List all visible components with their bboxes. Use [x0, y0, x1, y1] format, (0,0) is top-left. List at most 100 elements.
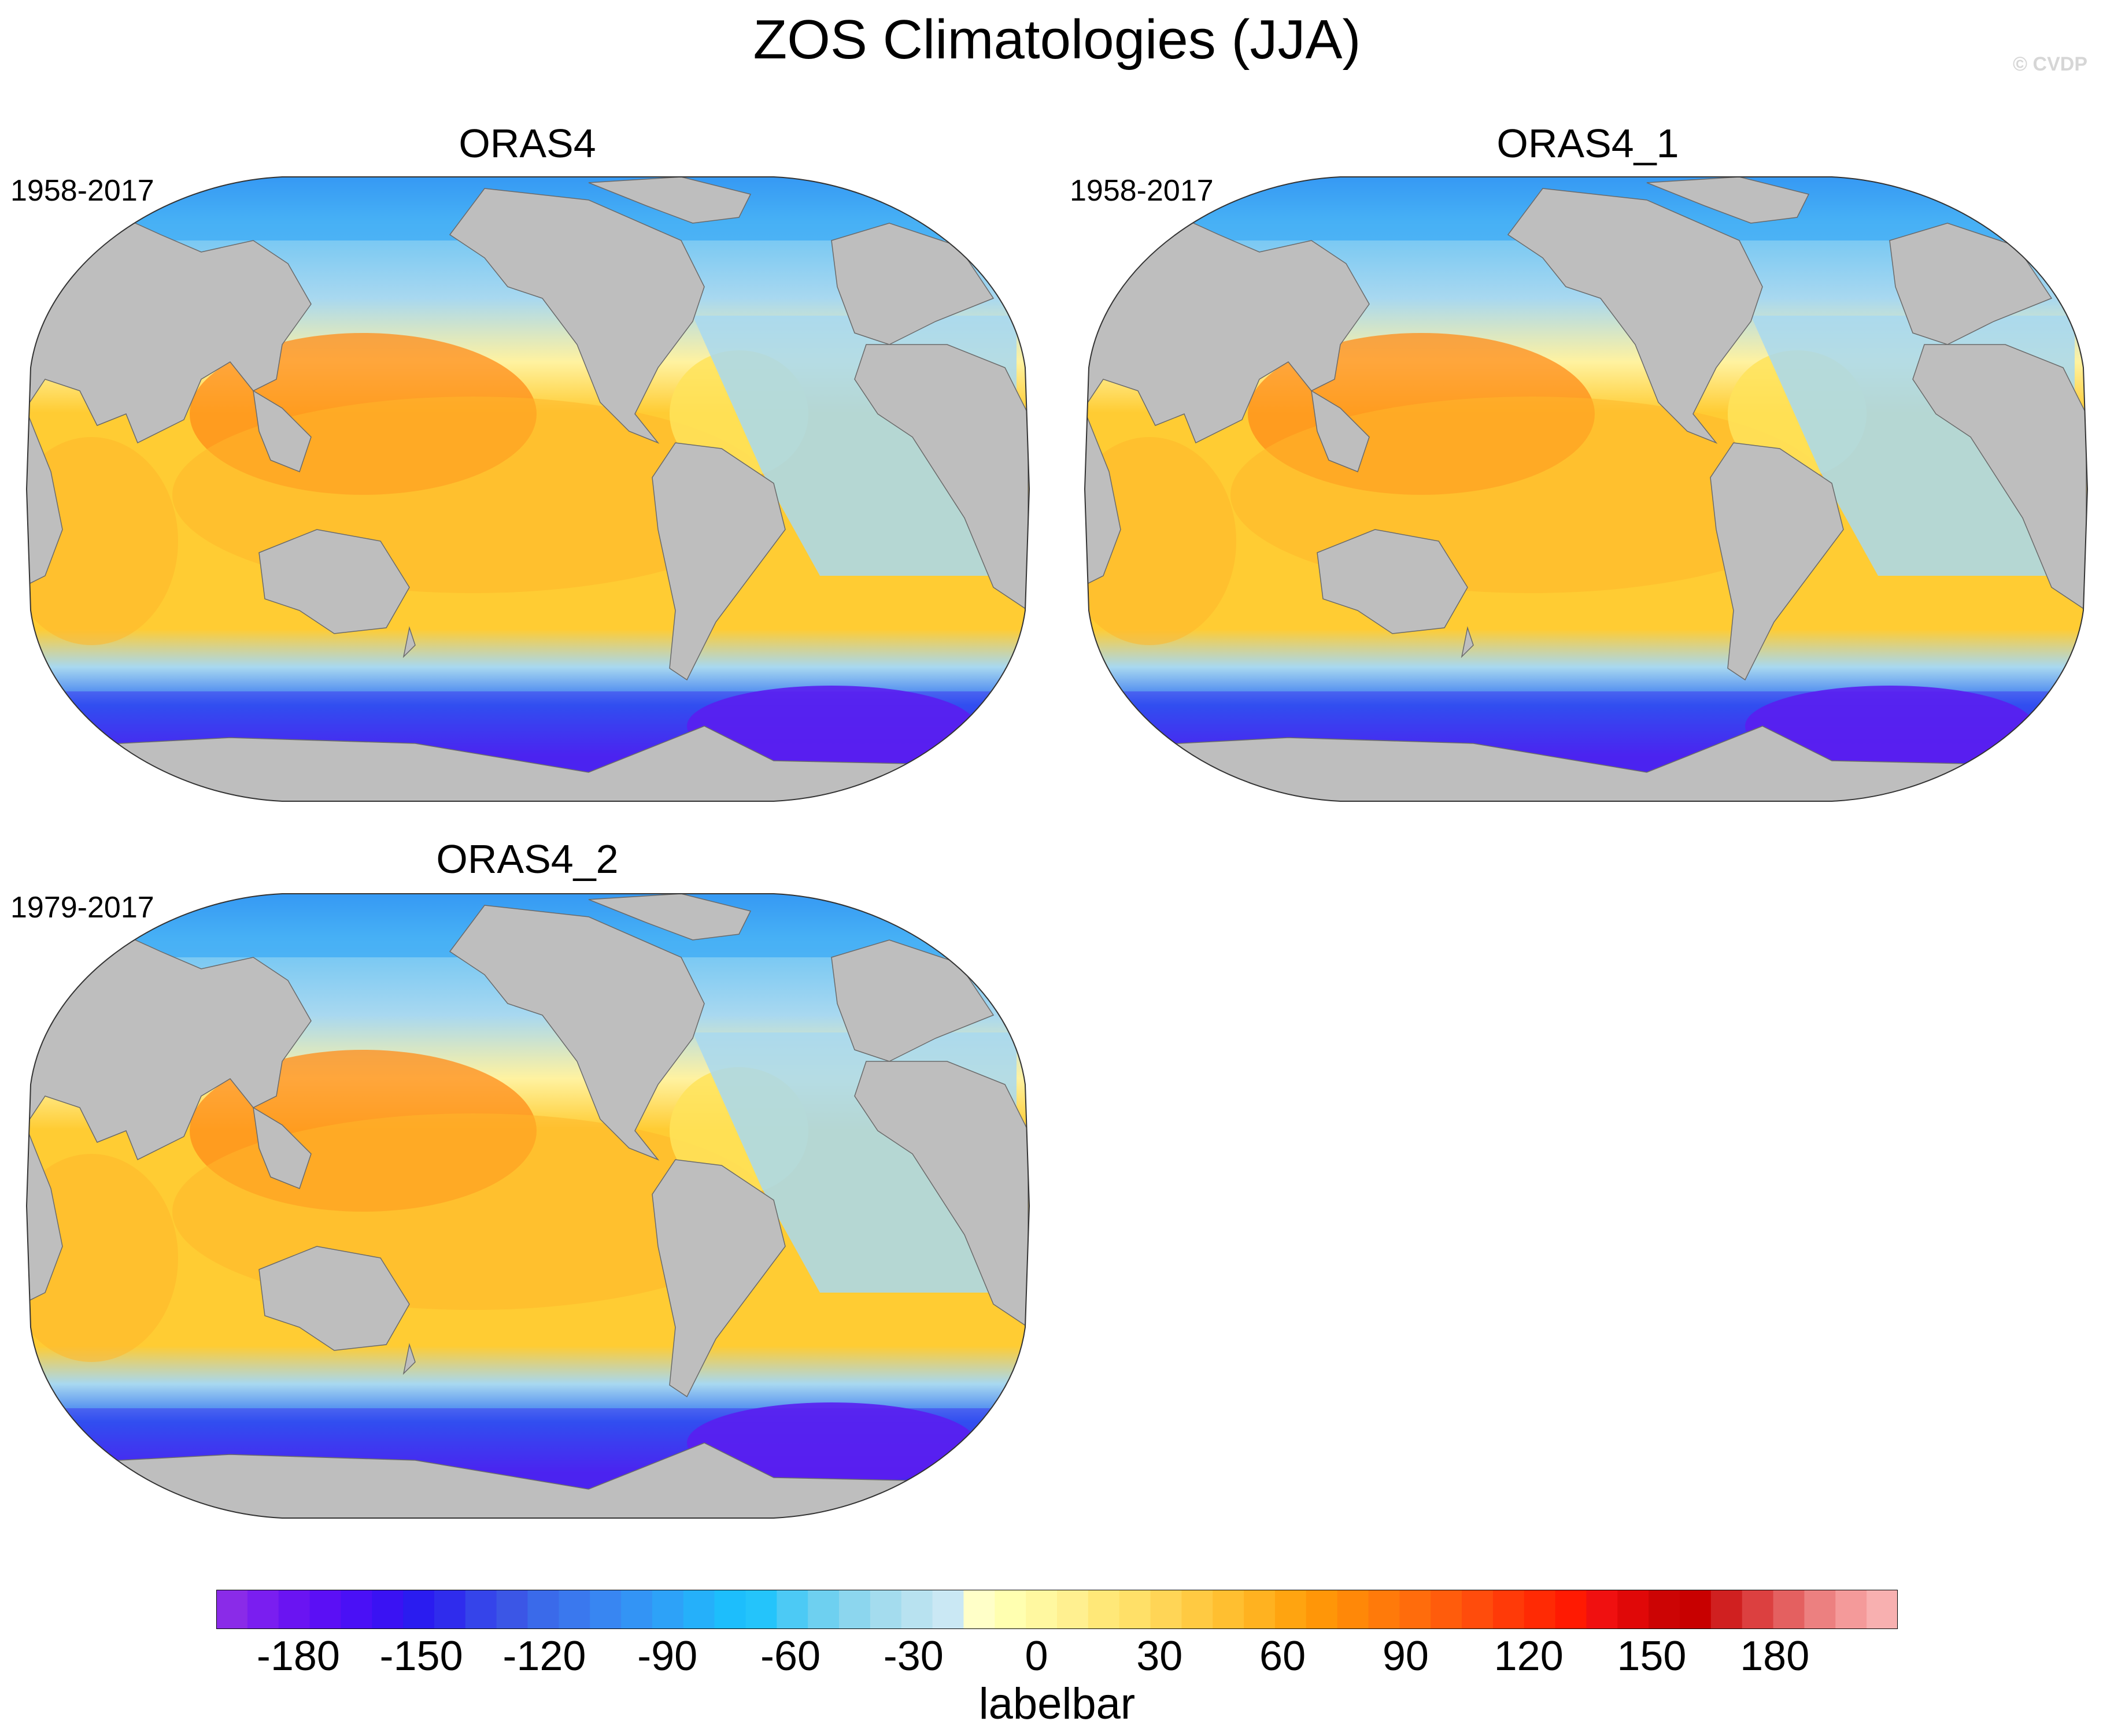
south-america-landmass [652, 442, 786, 681]
colorbar-tick-label: -90 [637, 1633, 698, 1679]
colorbar-swatch [1773, 1590, 1805, 1629]
africa-east-landmass [27, 413, 63, 588]
colorbar-tick-label: 30 [1136, 1633, 1183, 1679]
greenland-landmass [588, 177, 752, 224]
colorbar-swatch [247, 1590, 279, 1629]
map-outline [25, 893, 1030, 1519]
map-panel-oras4 [25, 176, 1030, 802]
panel-period-oras4-1: 1958-2017 [1070, 174, 1214, 208]
colorbar [216, 1590, 1898, 1629]
colorbar-swatch [683, 1590, 715, 1629]
colorbar-label: labelbar [978, 1679, 1136, 1728]
southeast-asia-landmass [1311, 390, 1370, 472]
panel-period-oras4-2: 1979-2017 [10, 891, 154, 924]
figure-title: ZOS Climatologies (JJA) [753, 9, 1361, 71]
south-america-landmass [652, 1159, 786, 1398]
africa-west-landmass [854, 344, 1029, 612]
north-america-landmass [449, 188, 705, 444]
colorbar-swatch [714, 1590, 746, 1629]
australia-landmass [258, 1246, 410, 1351]
europe-landmass [831, 223, 995, 345]
map-panel-oras4-1 [1084, 176, 2089, 802]
colorbar-swatch [1835, 1590, 1867, 1629]
africa-west-landmass [1912, 344, 2087, 612]
colorbar-tick-label: 120 [1494, 1633, 1564, 1679]
europe-landmass [831, 939, 995, 1062]
colorbar-swatch [808, 1590, 840, 1629]
colorbar-swatch [1680, 1590, 1712, 1629]
map-panel-oras4-2 [25, 893, 1030, 1519]
colorbar-swatch [1742, 1590, 1774, 1629]
weddell-low [1745, 686, 2034, 767]
colorbar-swatch [1337, 1590, 1369, 1629]
colorbar-swatch [621, 1590, 653, 1629]
colorbar-swatch [870, 1590, 902, 1629]
colorbar-swatch [434, 1590, 466, 1629]
north-america-landmass [1507, 188, 1763, 444]
colorbar-tick-label: -180 [256, 1633, 340, 1679]
south-america-landmass [1710, 442, 1844, 681]
colorbar-swatch [590, 1590, 622, 1629]
panel-title-oras4-1: ORAS4_1 [1496, 121, 1679, 166]
colorbar-swatch [1867, 1590, 1898, 1629]
weddell-low [687, 1402, 976, 1483]
colorbar-tick-label: 90 [1382, 1633, 1429, 1679]
colorbar-swatch [372, 1590, 404, 1629]
africa-east-landmass [1085, 413, 1121, 588]
southeast-asia-landmass [253, 390, 312, 472]
colorbar-tick-label: 60 [1259, 1633, 1306, 1679]
colorbar-swatch [652, 1590, 684, 1629]
colorbar-swatch [963, 1590, 995, 1629]
antarctica-landmass [27, 726, 1029, 801]
colorbar-swatch [403, 1590, 435, 1629]
colorbar-swatch [278, 1590, 311, 1629]
colorbar-swatch [465, 1590, 497, 1629]
colorbar-tick-label: 180 [1740, 1633, 1810, 1679]
colorbar-swatch [1649, 1590, 1680, 1629]
colorbar-swatch [1586, 1590, 1618, 1629]
colorbar-swatch [309, 1590, 342, 1629]
colorbar-swatch [901, 1590, 933, 1629]
colorbar-swatch [1462, 1590, 1494, 1629]
colorbar-swatch [1274, 1590, 1307, 1629]
panel-title-oras4-2: ORAS4_2 [436, 836, 619, 882]
colorbar-swatch [559, 1590, 590, 1629]
colorbar-swatch [1399, 1590, 1431, 1629]
colorbar-swatch [1088, 1590, 1120, 1629]
colorbar-swatch [995, 1590, 1026, 1629]
new-zealand-landmass [1461, 626, 1474, 658]
weddell-low [687, 686, 976, 767]
colorbar-swatch [341, 1590, 372, 1629]
colorbar-swatch [745, 1590, 777, 1629]
north-america-landmass [449, 905, 705, 1161]
colorbar-swatch [527, 1590, 559, 1629]
antarctica-landmass [1085, 726, 2087, 801]
colorbar-swatch [1804, 1590, 1836, 1629]
australia-landmass [1317, 529, 1468, 634]
colorbar-swatch [1524, 1590, 1556, 1629]
new-zealand-landmass [402, 1343, 416, 1375]
colorbar-swatch [216, 1590, 248, 1629]
colorbar-swatch [777, 1590, 808, 1629]
map-clip-group [27, 894, 1029, 1518]
greenland-landmass [588, 894, 752, 941]
new-zealand-landmass [402, 626, 416, 658]
colorbar-tick-label: -60 [760, 1633, 821, 1679]
colorbar-tick-label: -150 [379, 1633, 463, 1679]
colorbar-swatch [932, 1590, 964, 1629]
cvdp-credit: © CVDP [2013, 53, 2087, 75]
panel-title-oras4: ORAS4 [459, 121, 596, 166]
colorbar-swatch [1119, 1590, 1151, 1629]
colorbar-swatch [1026, 1590, 1058, 1629]
colorbar-swatch [1555, 1590, 1587, 1629]
greenland-landmass [1646, 177, 1810, 224]
colorbar-swatch [1181, 1590, 1213, 1629]
map-outline [1084, 176, 2089, 802]
colorbar-tick-label: 150 [1617, 1633, 1687, 1679]
australia-landmass [258, 529, 410, 634]
colorbar-swatch [1492, 1590, 1525, 1629]
colorbar-swatch [1150, 1590, 1182, 1629]
colorbar-swatch [839, 1590, 871, 1629]
colorbar-swatch [1710, 1590, 1743, 1629]
colorbar-swatch [1306, 1590, 1338, 1629]
